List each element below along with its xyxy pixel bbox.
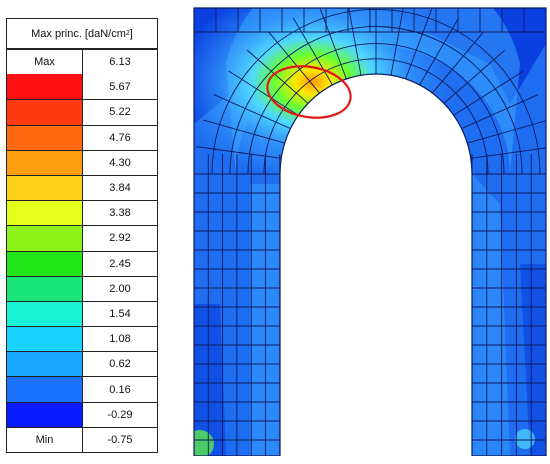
- legend-min-value: -0.75: [107, 433, 133, 446]
- left-base-hotspot: [194, 430, 214, 456]
- legend-band: 5.22: [7, 99, 157, 125]
- mesh-line: [461, 94, 539, 130]
- legend-band: -0.29: [7, 401, 157, 427]
- structure-outline: [193, 7, 547, 456]
- legend-swatch: [7, 74, 83, 100]
- legend-band: 3.38: [7, 200, 157, 226]
- mesh-line: [467, 119, 546, 144]
- critical-zone-marker: [266, 65, 352, 119]
- legend-swatch: [7, 175, 83, 201]
- legend-band-value: 2.00: [109, 282, 131, 295]
- legend-swatch: [7, 125, 83, 150]
- mesh-line: [443, 49, 505, 104]
- legend-band: 1.54: [7, 300, 157, 327]
- mesh-line: [202, 119, 285, 144]
- legend-swatch: [7, 301, 83, 327]
- mesh-line: [453, 70, 524, 116]
- right-pier-outer: [520, 264, 546, 456]
- stress-legend: Max princ. [daN/cm 2] Max 6.13 5.67 5.22 4.…: [6, 18, 158, 453]
- legend-swatch: [7, 327, 83, 352]
- legend-band: 0.62: [7, 351, 157, 377]
- mesh-arc: [247, 43, 505, 175]
- legend-max-value: 6.13: [109, 56, 131, 69]
- legend-band-value: 2.45: [109, 257, 131, 270]
- legend-title: Max princ. [daN/cm 2]: [7, 19, 157, 49]
- legend-swatch: [7, 251, 83, 276]
- legend-min-row: Min -0.75: [7, 426, 157, 452]
- legend-max-label: Max: [7, 50, 83, 75]
- legend-band: 1.08: [7, 326, 157, 352]
- left-pier-outer: [194, 304, 226, 456]
- mesh-line: [196, 146, 282, 159]
- legend-band-value: 0.62: [109, 358, 131, 371]
- legend-band: 2.92: [7, 225, 157, 251]
- legend-band-value: 4.30: [109, 156, 131, 169]
- legend-band-value: 0.16: [109, 383, 131, 396]
- mesh-line: [213, 94, 291, 130]
- legend-band-value: 5.67: [109, 80, 131, 93]
- legend-max-row: Max 6.13: [7, 49, 157, 75]
- stress-field: [194, 8, 546, 456]
- mesh-line: [470, 146, 546, 159]
- legend-band-value: 1.08: [109, 333, 131, 346]
- legend-swatch: [7, 100, 83, 125]
- mesh-line: [390, 8, 405, 76]
- mesh-line: [347, 8, 362, 76]
- mesh-line: [419, 17, 460, 86]
- mesh-arc: [263, 58, 489, 175]
- legend-min-label: Min: [7, 427, 83, 452]
- legend-band-value: 2.92: [109, 232, 131, 245]
- legend-band-value: 4.76: [109, 131, 131, 144]
- legend-swatch: [7, 226, 83, 251]
- legend-swatch: [7, 276, 83, 301]
- legend-band-value: -0.29: [107, 408, 133, 421]
- legend-band: 2.00: [7, 275, 157, 301]
- mesh-arc: [229, 26, 523, 175]
- legend-band-value: 1.54: [109, 307, 131, 320]
- legend-band: 0.16: [7, 376, 157, 402]
- legend-swatch: [7, 402, 83, 427]
- mesh-line: [247, 49, 309, 104]
- mesh-line: [405, 8, 433, 80]
- right-pier-inner: [472, 174, 510, 456]
- legend-swatch: [7, 201, 83, 226]
- legend-band-value: 3.84: [109, 182, 131, 195]
- legend-band-value: 5.22: [109, 106, 131, 119]
- legend-band: 3.84: [7, 174, 157, 201]
- legend-swatch: [7, 352, 83, 377]
- legend-band: 5.67: [7, 74, 157, 100]
- arch-stress-model: [193, 7, 547, 456]
- legend-band: 4.30: [7, 149, 157, 175]
- mesh-arc: [211, 9, 541, 175]
- legend-band: 2.45: [7, 250, 157, 276]
- legend-swatch: [7, 377, 83, 402]
- mesh-line: [228, 70, 299, 116]
- mesh-line: [292, 17, 333, 86]
- mesh-line: [319, 8, 347, 80]
- legend-band: 4.76: [7, 124, 157, 150]
- right-base-hotspot: [515, 429, 535, 449]
- legend-swatch: [7, 150, 83, 175]
- legend-band-value: 3.38: [109, 207, 131, 220]
- left-pier-inner: [250, 184, 280, 456]
